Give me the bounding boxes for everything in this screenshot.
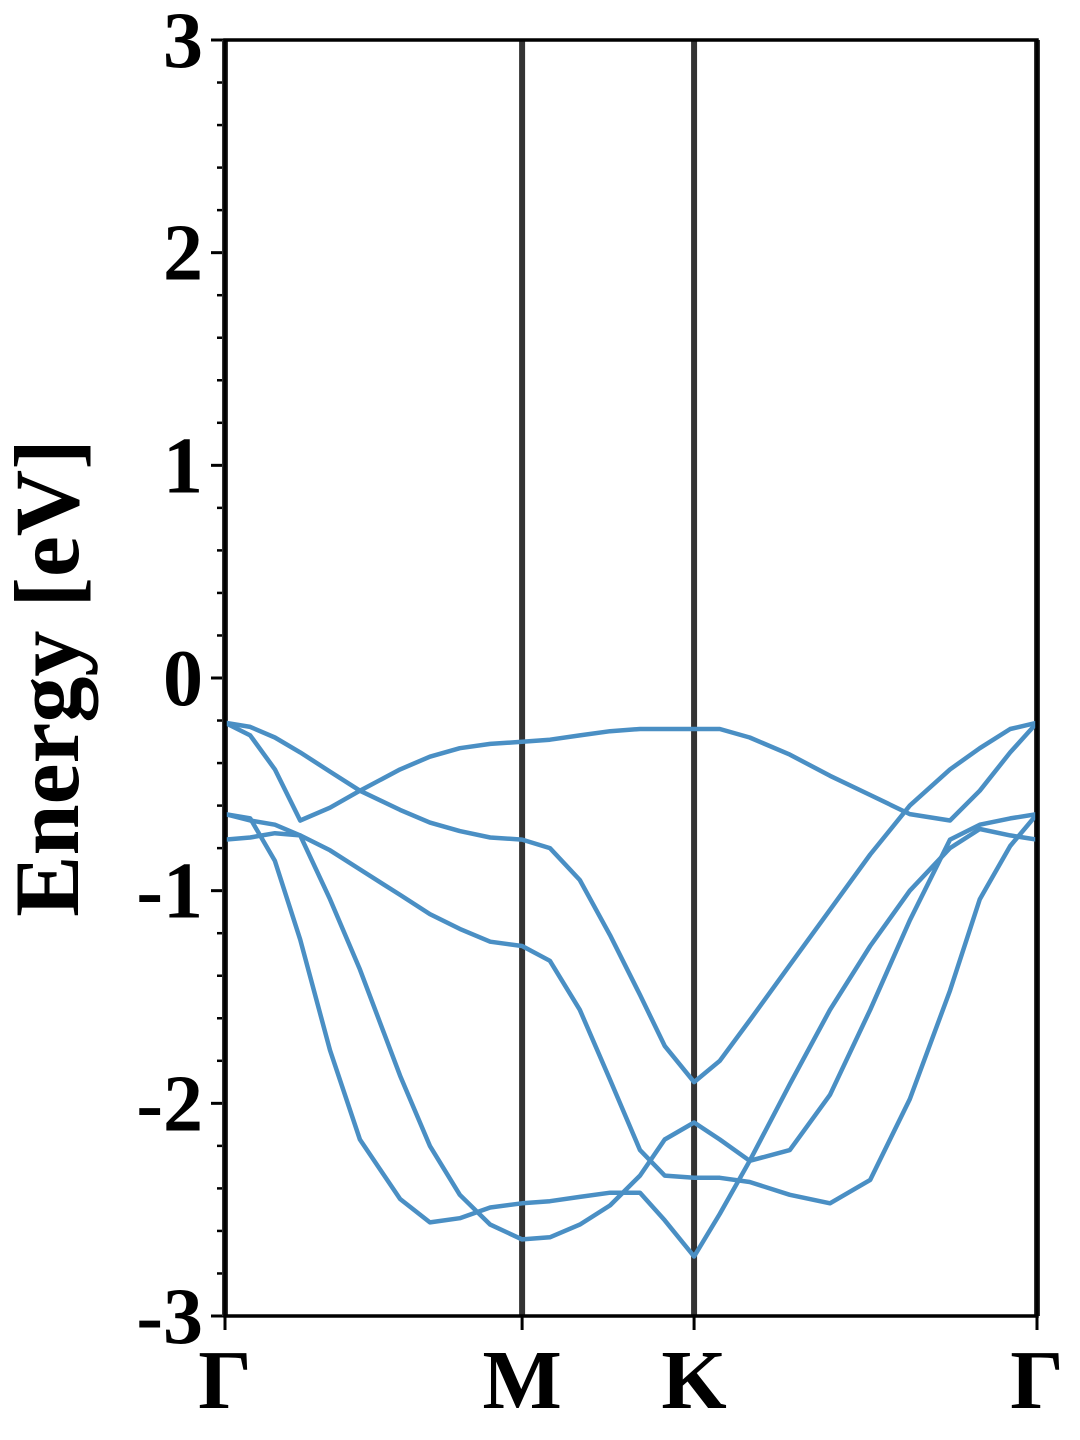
x-tick-label: K	[661, 1334, 726, 1427]
band-line	[225, 812, 1037, 1206]
band-line	[225, 720, 1037, 823]
y-tick-label: 0	[163, 635, 203, 723]
y-axis-label: Energy [eV]	[0, 439, 98, 917]
plot-frame	[223, 38, 1039, 1318]
x-tick-label: Γ	[198, 1334, 251, 1427]
y-tick-label: -1	[136, 848, 203, 936]
y-tick-label: -3	[136, 1273, 203, 1361]
x-tick-label: M	[482, 1334, 561, 1427]
y-tick-label: -2	[136, 1060, 203, 1148]
y-tick-label: 2	[163, 210, 203, 298]
band-line	[225, 720, 1037, 1085]
band-line	[225, 811, 1037, 1259]
x-tick-label: Γ	[1010, 1334, 1063, 1427]
y-tick-label: 3	[163, 0, 203, 85]
y-tick-label: 1	[163, 422, 203, 510]
band-line	[225, 811, 1037, 1242]
